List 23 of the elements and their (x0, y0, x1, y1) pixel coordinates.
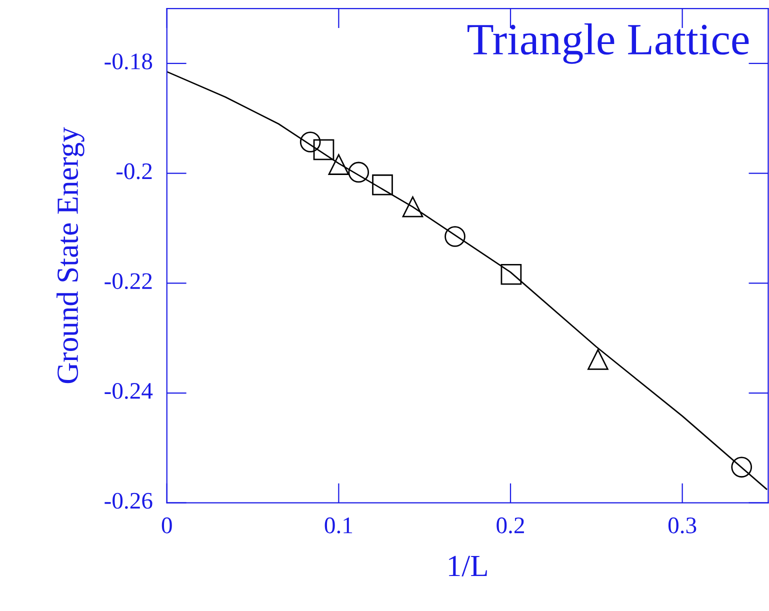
point (328, 154, 350, 175)
y-axis-title: Ground State Energy (56, 127, 84, 384)
point (500, 264, 522, 285)
x-tick-label: 0.3 (668, 517, 696, 534)
y-tick-label: -0.18 (104, 53, 152, 70)
point (348, 162, 370, 183)
line-series (166, 71, 768, 490)
y-tick-label: -0.22 (104, 273, 152, 290)
y-tick-label: -0.26 (104, 492, 152, 509)
point (588, 349, 608, 370)
chart-title: Triangle Lattice (468, 23, 749, 64)
point (300, 132, 321, 152)
point (402, 196, 424, 218)
y-tick-label: -0.2 (116, 163, 152, 180)
x-tick-label: 0.2 (496, 517, 524, 534)
point (731, 456, 752, 478)
point (444, 226, 466, 247)
y-tick-label: -0.24 (104, 382, 153, 400)
x-tick-label: 0.1 (324, 517, 352, 534)
point (372, 174, 393, 196)
point (313, 139, 334, 160)
x-axis-title: 1/L (449, 556, 487, 576)
x-tick-label: 0 (162, 517, 172, 534)
